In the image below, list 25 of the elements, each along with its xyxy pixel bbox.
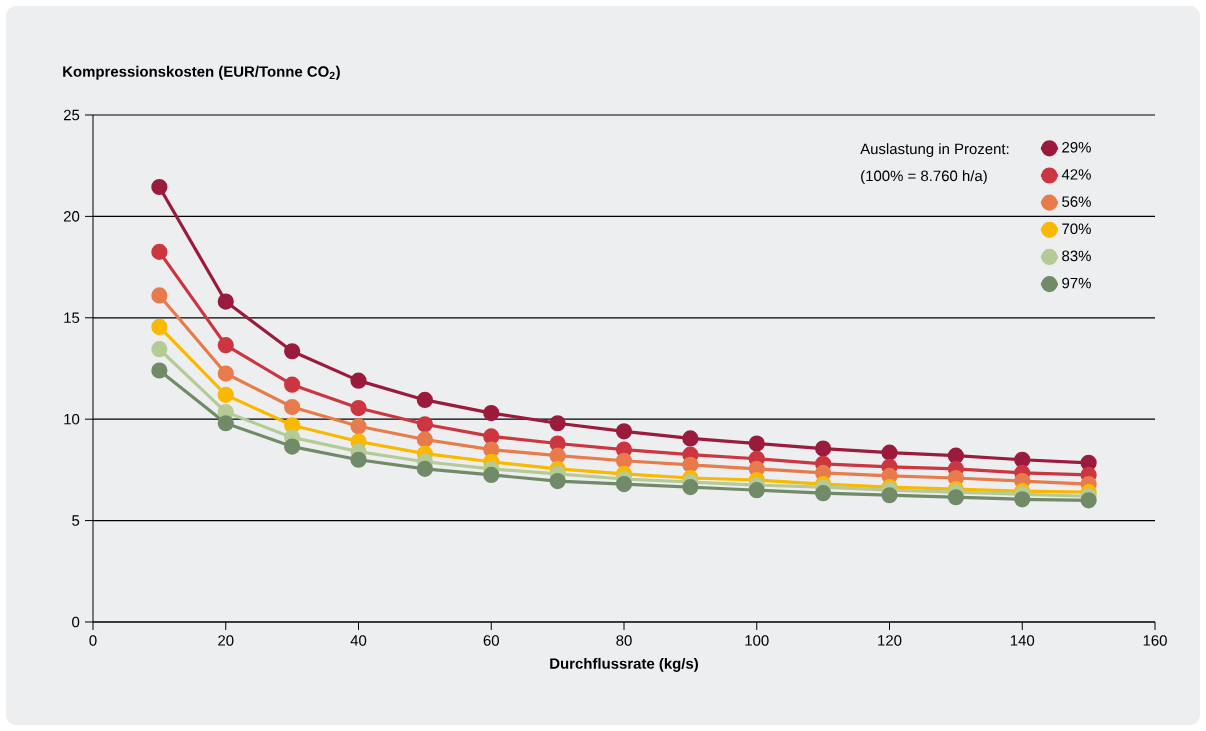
y-tick-label: 25 [63, 109, 80, 121]
y-tick-label: 20 [63, 211, 80, 222]
legend-label: 83% [1062, 250, 1091, 262]
legend-label: 70% [1062, 223, 1091, 235]
x-tick-label: 80 [616, 635, 632, 646]
x-tick-label: 120 [878, 635, 902, 646]
y-tick-label: 5 [72, 515, 80, 526]
x-tick-label: 20 [218, 635, 234, 646]
annotation: (100% = 8.760 h/a) [861, 170, 987, 185]
y-tick-label: 10 [64, 413, 80, 425]
x-tick-label: 160 [1143, 635, 1167, 646]
x-tick-label: 0 [89, 635, 97, 646]
legend-title: Auslastung in Prozent: [860, 143, 1009, 158]
y-tick-label: 0 [72, 616, 80, 628]
x-tick-label: 40 [350, 635, 367, 646]
x-axis-title: Durchflussrate (kg/s) [550, 657, 698, 672]
y-axis-title: Kompressionskosten (EUR/Tonne CO$_{2}$) [63, 65, 340, 80]
y-tick-label: 15 [64, 312, 80, 323]
legend-label: 29% [1062, 141, 1091, 153]
legend-label: 97% [1062, 277, 1091, 289]
legend-label: 56% [1062, 196, 1091, 207]
legend-label: 42% [1061, 169, 1091, 180]
x-tick-label: 140 [1010, 635, 1035, 646]
x-tick-label: 100 [745, 635, 769, 646]
x-tick-label: 60 [483, 635, 499, 646]
